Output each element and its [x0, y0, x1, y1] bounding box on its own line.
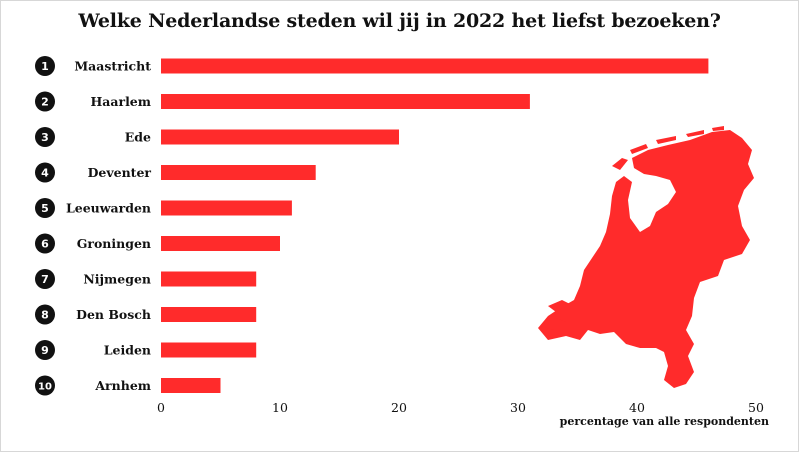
- bars: Maastricht 1 Haarlem 2 Ede 3 Deventer 4 Leeuward…: [35, 56, 709, 396]
- bar-nijmegen: [161, 271, 257, 287]
- rank-badge: [35, 162, 55, 183]
- rank-number: 7: [41, 273, 49, 286]
- rank-badge: [35, 56, 55, 76]
- rank-badge: [35, 269, 55, 289]
- bar-groningen: [161, 236, 280, 251]
- rank-number: 1: [41, 60, 49, 73]
- bar-deventer: [161, 165, 316, 180]
- x-tick-label: 50: [748, 400, 764, 415]
- rank-badge: [35, 198, 55, 218]
- bar-maastricht: [161, 58, 709, 74]
- x-tick-label: 30: [510, 400, 526, 415]
- category-label: Nijmegen: [83, 272, 151, 287]
- category-label: Groningen: [77, 236, 151, 251]
- rank-number: 8: [41, 309, 49, 322]
- category-label: Arnhem: [94, 378, 151, 393]
- rank-number: 10: [38, 382, 52, 393]
- x-tick-label: 20: [391, 400, 407, 415]
- rank-badge: [35, 375, 55, 396]
- category-label: Maastricht: [74, 59, 151, 74]
- category-label: Leeuwarden: [66, 201, 151, 216]
- category-label: Den Bosch: [76, 307, 151, 322]
- x-tick-label: 0: [157, 400, 165, 415]
- bar-den-bosch: [161, 307, 257, 322]
- rank-number: 2: [41, 96, 49, 109]
- rank-badge: [35, 127, 55, 147]
- rank-number: 9: [41, 344, 49, 357]
- category-label: Haarlem: [90, 94, 151, 109]
- rank-badge: [35, 91, 55, 112]
- rank-number: 3: [41, 131, 49, 144]
- rank-badge: [35, 340, 55, 360]
- x-tick-label: 10: [272, 400, 288, 415]
- x-axis-title: percentage van alle respondenten: [559, 415, 769, 428]
- category-label: Ede: [125, 130, 151, 145]
- netherlands-map-icon: [538, 126, 754, 388]
- bar-leiden: [161, 342, 257, 358]
- chart-title: Welke Nederlandse steden wil jij in 2022…: [78, 10, 721, 32]
- bar-ede: [161, 129, 399, 145]
- bar-haarlem: [161, 94, 530, 109]
- bar-arnhem: [161, 378, 221, 393]
- rank-number: 5: [41, 202, 49, 215]
- category-label: Deventer: [88, 165, 152, 180]
- category-label: Leiden: [104, 343, 151, 358]
- rank-number: 4: [41, 167, 49, 180]
- rank-badge: [35, 233, 55, 254]
- x-axis: 0 10 20 30 40 50: [157, 400, 764, 415]
- rank-number: 6: [41, 238, 49, 251]
- x-tick-label: 40: [629, 400, 645, 415]
- bar-leeuwarden: [161, 200, 292, 216]
- rank-badge: [35, 304, 55, 325]
